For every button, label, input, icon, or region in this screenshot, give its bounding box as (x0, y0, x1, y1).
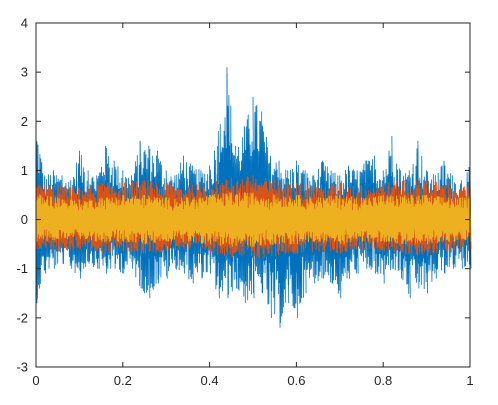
x-tick-label: 0.8 (374, 373, 392, 388)
series-3-peak (122, 194, 125, 242)
x-tick-label: 0 (32, 373, 39, 388)
plot-frame (35, 22, 471, 368)
x-tick-label: 0.6 (287, 373, 305, 388)
series-3-peak (382, 194, 385, 242)
series-3-peak (144, 194, 146, 245)
x-tick-label: 0.4 (201, 373, 219, 388)
y-tick-label: 1 (21, 163, 28, 178)
series-3-peak (274, 194, 277, 245)
x-tick-label: 0.2 (114, 373, 132, 388)
series-3-peak (209, 194, 212, 245)
series-3-peak (187, 197, 190, 242)
y-tick-label: 2 (21, 114, 28, 129)
x-axis-ticks: 0 0.2 0.4 0.6 0.8 1 (32, 23, 474, 388)
y-tick-label: 4 (21, 16, 28, 31)
series-3-peak (165, 197, 168, 242)
series-3-peak (252, 192, 255, 247)
series-3-peak (78, 199, 81, 240)
series-3-peak (339, 194, 342, 245)
series-3-peak (447, 197, 450, 242)
y-tick-label: 0 (21, 212, 28, 227)
series-3-peak (230, 192, 233, 247)
y-axis-ticks: -3 -2 -1 0 1 2 3 4 (16, 16, 470, 375)
y-tick-label: 3 (21, 65, 28, 80)
y-tick-label: -1 (16, 261, 28, 276)
series-3-peak (426, 194, 429, 245)
series-3-peak (317, 197, 320, 242)
series-3-peak (57, 197, 60, 240)
x-tick-label: 1 (466, 373, 473, 388)
y-tick-label: -3 (16, 360, 28, 375)
series-3-peak (404, 194, 407, 245)
series-3-peak (100, 197, 103, 242)
series-3-peak (295, 194, 298, 245)
y-tick-label: -2 (16, 310, 28, 325)
series-3-peak (361, 197, 363, 242)
